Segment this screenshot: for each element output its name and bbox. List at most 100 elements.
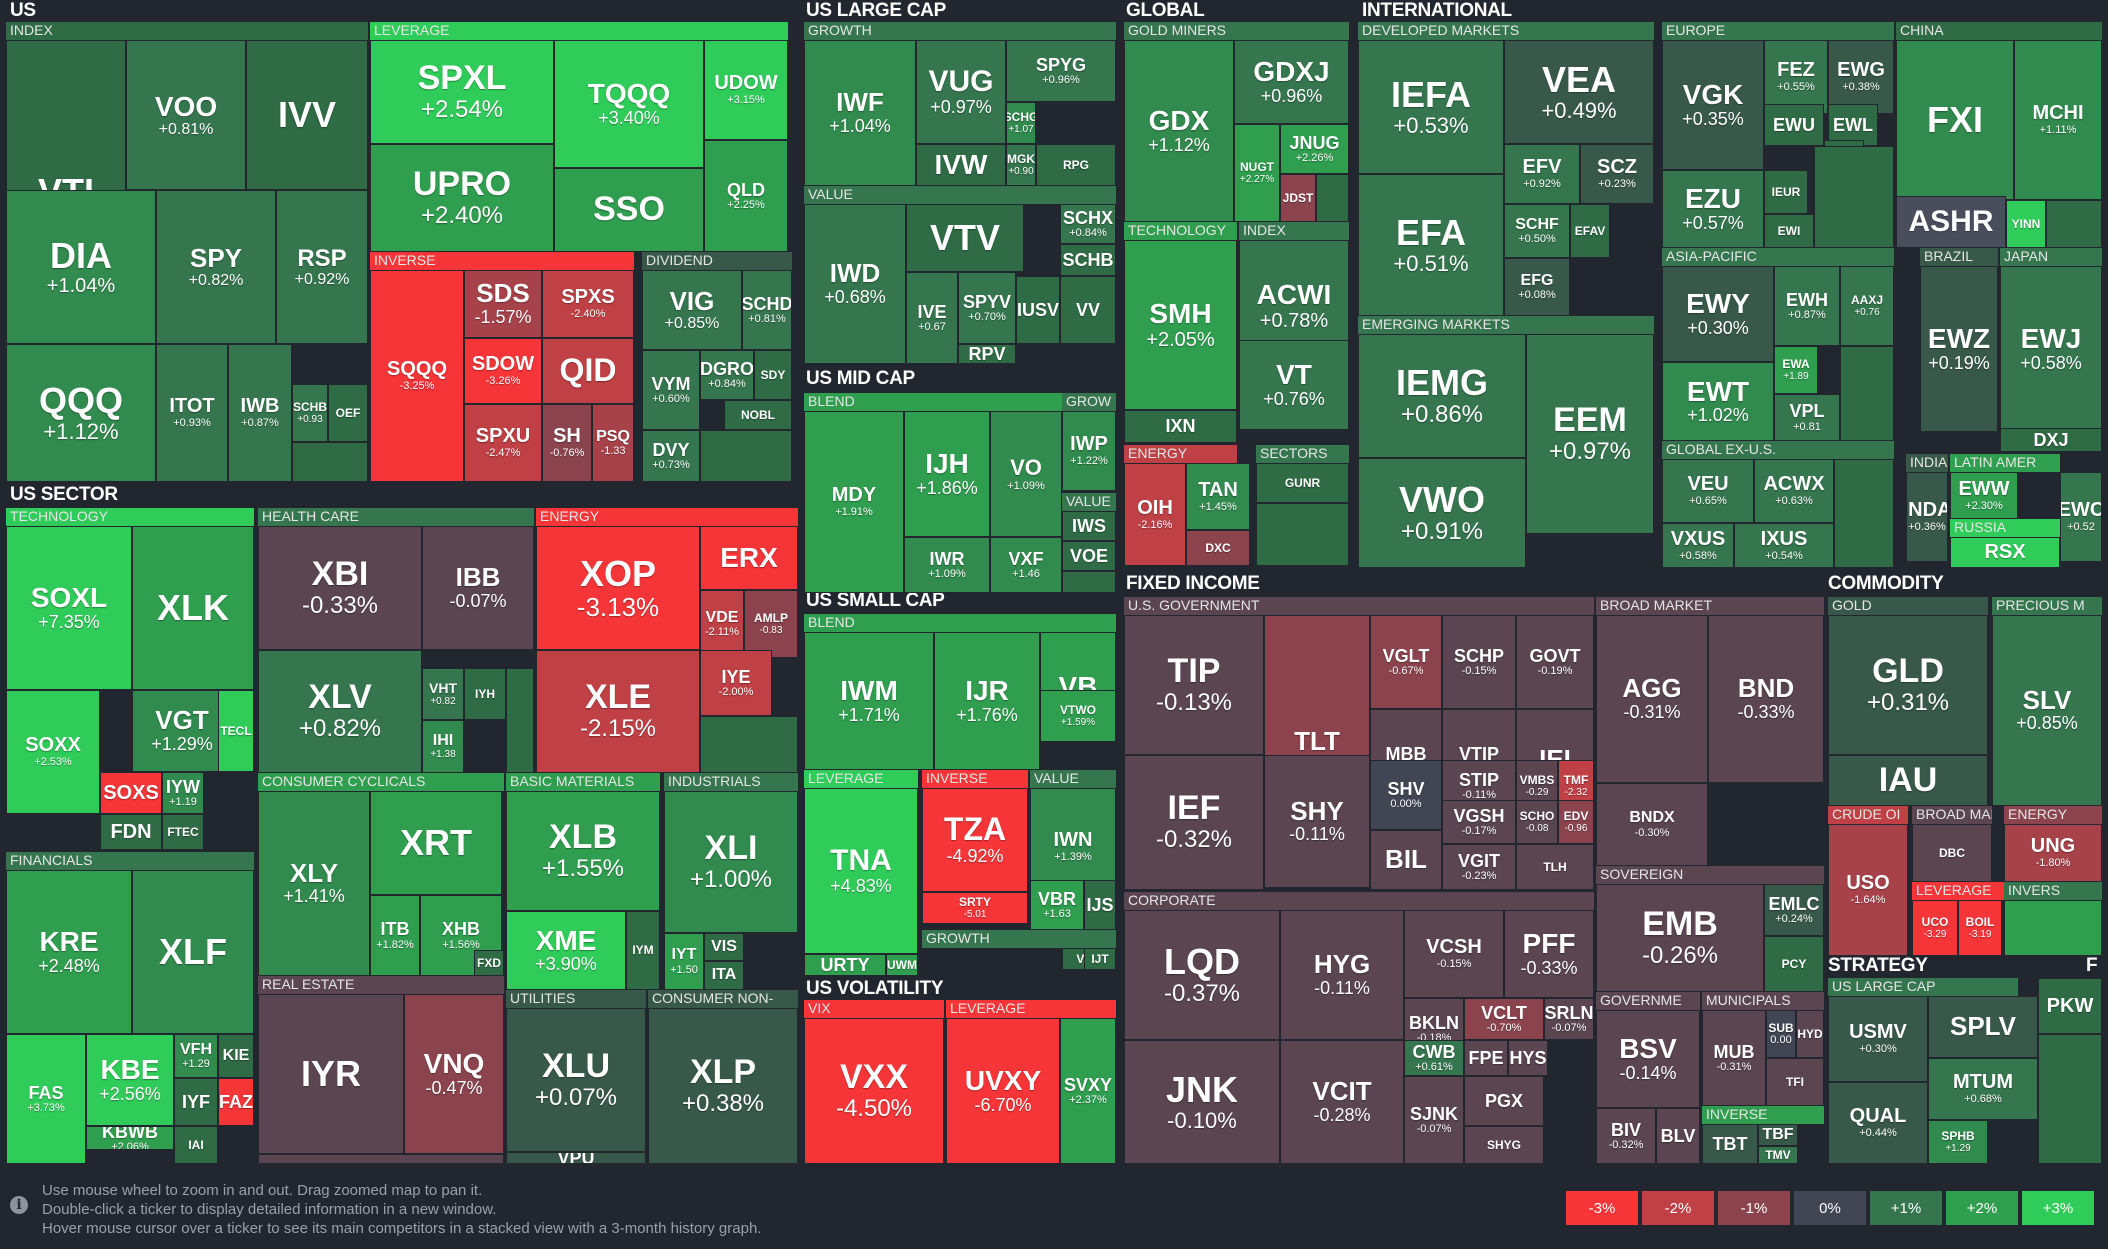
ticker-xly[interactable]: XLY +1.41% xyxy=(258,791,370,976)
ticker-iyh[interactable]: IYH xyxy=(464,668,506,720)
ticker-xbi[interactable]: XBI -0.33% xyxy=(258,526,422,650)
ticker-uco[interactable]: UCO -3.29 xyxy=(1912,900,1958,956)
ticker-amlp[interactable]: AMLP -0.83 xyxy=(744,590,798,658)
ticker-tecl[interactable]: TECL xyxy=(218,690,254,772)
ticker-tna[interactable]: TNA +4.83% xyxy=(804,788,918,954)
ticker-emb[interactable]: EMB -0.26% xyxy=(1596,884,1764,992)
ticker-small[interactable] xyxy=(1814,146,1894,248)
ticker-kre[interactable]: KRE +2.48% xyxy=(6,870,132,1034)
ticker-uso[interactable]: USO -1.64% xyxy=(1828,824,1908,956)
ticker-small[interactable] xyxy=(1840,346,1894,441)
ticker-kbe[interactable]: KBE +2.56% xyxy=(86,1034,174,1126)
ticker-spxs[interactable]: SPXS -2.40% xyxy=(542,270,634,338)
ticker-iwf[interactable]: IWF +1.04% xyxy=(804,40,916,186)
ticker-vug[interactable]: VUG +0.97% xyxy=(916,40,1006,144)
ticker-vbr[interactable]: VBR +1.63 xyxy=(1030,880,1084,930)
ticker-jnk[interactable]: JNK -0.10% xyxy=(1124,1040,1280,1164)
ticker-inda[interactable]: INDA+0.36% xyxy=(1906,472,1948,562)
ticker-ashr[interactable]: ASHR xyxy=(1896,196,2006,248)
ticker-small[interactable] xyxy=(700,430,792,482)
ticker-blv[interactable]: BLV xyxy=(1656,1108,1700,1164)
ticker-lqd[interactable]: LQD -0.37% xyxy=(1124,910,1280,1040)
ticker-ivw[interactable]: IVW xyxy=(916,144,1006,186)
ticker-ihi[interactable]: IHI +1.38 xyxy=(422,720,464,773)
ticker-nobl[interactable]: NOBL xyxy=(724,400,792,430)
ticker-spyg[interactable]: SPYG +0.96% xyxy=(1006,40,1116,102)
ticker-vpu[interactable]: VPU xyxy=(506,1152,646,1164)
ticker-mgk[interactable]: MGK +0.90 xyxy=(1006,144,1036,186)
ticker-vtwo[interactable]: VTWO +1.59% xyxy=(1040,690,1116,742)
ticker-qld[interactable]: QLD +2.25% xyxy=(704,140,788,252)
ticker-dgro[interactable]: DGRO +0.84% xyxy=(700,350,754,400)
ticker-iwr[interactable]: IWR +1.09% xyxy=(904,537,990,593)
ticker-dvy[interactable]: DVY +0.73% xyxy=(642,430,700,482)
ticker-xlf[interactable]: XLF xyxy=(132,870,254,1034)
ticker-pff[interactable]: PFF -0.33% xyxy=(1504,910,1594,998)
ticker-scho[interactable]: SCHO -0.08 xyxy=(1516,800,1558,844)
ticker-gld[interactable]: GLD +0.31% xyxy=(1828,615,1988,755)
ticker-small[interactable] xyxy=(2004,900,2102,956)
ticker-ijh[interactable]: IJH +1.86% xyxy=(904,411,990,537)
ticker-uvxy[interactable]: UVXY -6.70% xyxy=(946,1018,1060,1164)
ticker-fas[interactable]: FAS +3.73% xyxy=(6,1034,86,1164)
ticker-spxl[interactable]: SPXL +2.54% xyxy=(370,40,554,144)
ticker-iau[interactable]: IAU xyxy=(1828,755,1988,806)
ticker-yinn[interactable]: YINN xyxy=(2006,200,2046,248)
ticker-biv[interactable]: BIV -0.32% xyxy=(1596,1108,1656,1164)
ticker-ieur[interactable]: IEUR xyxy=(1764,170,1808,214)
ticker-bndx[interactable]: BNDX -0.30% xyxy=(1596,783,1708,866)
ticker-vpl[interactable]: VPL +0.81 xyxy=(1774,394,1840,441)
ticker-vwo[interactable]: VWO +0.91% xyxy=(1358,458,1526,568)
ticker-vgk[interactable]: VGK +0.35% xyxy=(1662,40,1764,170)
ticker-ijt[interactable]: IJT xyxy=(1084,948,1116,970)
ticker-voe[interactable]: VOE xyxy=(1062,541,1116,571)
ticker-psq[interactable]: PSQ -1.33 xyxy=(592,404,634,482)
ticker-qual[interactable]: QUAL +0.44% xyxy=(1828,1082,1928,1164)
ticker-hys[interactable]: HYS xyxy=(1508,1040,1548,1076)
ticker-iyw[interactable]: IYW +1.19 xyxy=(162,772,204,814)
ticker-sphb[interactable]: SPHB +1.29 xyxy=(1928,1120,1988,1164)
ticker-small[interactable] xyxy=(506,668,534,773)
ticker-small[interactable] xyxy=(258,1154,504,1164)
ticker-upro[interactable]: UPRO +2.40% xyxy=(370,144,554,252)
ticker-mub[interactable]: MUB -0.31% xyxy=(1702,1010,1766,1106)
ticker-vgt[interactable]: VGT +1.29% xyxy=(132,690,232,772)
ticker-usmv[interactable]: USMV +0.30% xyxy=(1828,996,1928,1082)
ticker-xlu[interactable]: XLU +0.07% xyxy=(506,1008,646,1152)
ticker-mtum[interactable]: MTUM +0.68% xyxy=(1928,1058,2038,1120)
ticker-ewc[interactable]: EWC+0.52 xyxy=(2060,472,2102,562)
ticker-vis[interactable]: VIS xyxy=(704,933,744,961)
ticker-ita[interactable]: ITA xyxy=(704,961,744,990)
ticker-emlc[interactable]: EMLC +0.24% xyxy=(1764,884,1824,936)
ticker-iws[interactable]: IWS xyxy=(1062,511,1116,541)
ticker-iwp[interactable]: IWP +1.22% xyxy=(1062,411,1116,491)
ticker-efa[interactable]: EFA +0.51% xyxy=(1358,174,1504,316)
ticker-shy[interactable]: SHY -0.11% xyxy=(1264,755,1370,888)
ticker-urty[interactable]: URTY xyxy=(804,954,886,976)
ticker-ezu[interactable]: EZU +0.57% xyxy=(1662,170,1764,248)
ticker-vcsh[interactable]: VCSH -0.15% xyxy=(1404,910,1504,998)
ticker-udow[interactable]: UDOW +3.15% xyxy=(704,40,788,140)
ticker-sqqq[interactable]: SQQQ -3.25% xyxy=(370,270,464,482)
ticker-small[interactable] xyxy=(1062,571,1116,593)
ticker-efg[interactable]: EFG +0.08% xyxy=(1504,258,1570,316)
ticker-vnq[interactable]: VNQ -0.47% xyxy=(404,994,504,1154)
ticker-ewh[interactable]: EWH +0.87% xyxy=(1774,266,1840,346)
ticker-ewy[interactable]: EWY +0.30% xyxy=(1662,266,1774,362)
ticker-pcy[interactable]: PCY xyxy=(1764,936,1824,992)
ticker-dbc[interactable]: DBC xyxy=(1912,824,1992,882)
ticker-srln[interactable]: SRLN -0.07% xyxy=(1544,998,1594,1040)
ticker-aaxj[interactable]: AAXJ +0.76 xyxy=(1840,266,1894,346)
ticker-dxj[interactable]: DXJ xyxy=(2000,428,2102,452)
ticker-ewa[interactable]: EWA +1.89 xyxy=(1774,346,1818,394)
ticker-small[interactable] xyxy=(1256,503,1349,566)
ticker-fxd[interactable]: FXD xyxy=(474,950,504,976)
ticker-qqq[interactable]: QQQ +1.12% xyxy=(6,344,156,482)
ticker-small[interactable] xyxy=(2038,1034,2102,1164)
ticker-iwb[interactable]: IWB +0.87% xyxy=(228,344,292,482)
ticker-dia[interactable]: DIA +1.04% xyxy=(6,190,156,344)
ticker-fdn[interactable]: FDN xyxy=(100,814,162,850)
ticker-sdow[interactable]: SDOW -3.26% xyxy=(464,338,542,404)
ticker-schf[interactable]: SCHF +0.50% xyxy=(1504,204,1570,258)
ticker-xme[interactable]: XME +3.90% xyxy=(506,911,626,990)
